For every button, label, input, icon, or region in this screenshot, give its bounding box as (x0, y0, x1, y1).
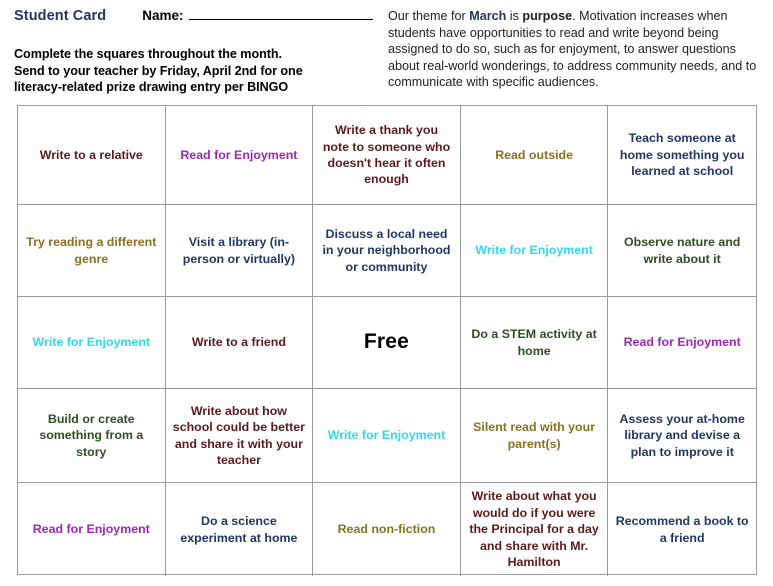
page-title: Student Card (14, 8, 107, 24)
instructions-line-1: Complete the squares throughout the mont… (14, 47, 282, 61)
bingo-cell[interactable]: Write for Enjoyment (313, 389, 461, 483)
theme-text-part-2: is (506, 9, 523, 23)
card-header: Student Card Name: Complete the squares … (0, 0, 773, 100)
bingo-cell-label: Write a thank you note to someone who do… (322, 123, 451, 187)
bingo-cell[interactable]: Read non-fiction (313, 483, 461, 576)
bingo-cell[interactable]: Do a science experiment at home (166, 483, 314, 576)
bingo-cell-label: Read for Enjoyment (180, 147, 298, 162)
bingo-cell-label: Observe nature and write about it (624, 235, 741, 266)
bingo-cell[interactable]: Read for Enjoyment (608, 297, 756, 389)
bingo-cell-label: Write to a friend (191, 335, 286, 350)
bingo-cell-label: Do a science experiment at home (180, 514, 298, 545)
bingo-cell[interactable]: Write about how school could be better a… (165, 389, 314, 483)
theme-text-part-3: . Motivation increases when students hav… (388, 9, 757, 90)
bingo-cell-label: Write for Enjoyment (32, 335, 151, 350)
bingo-cell[interactable]: Write a thank you note to someone who do… (313, 106, 461, 205)
instructions-text: Complete the squares throughout the mont… (14, 46, 382, 96)
bingo-cell-label: Write for Enjoyment (327, 428, 446, 443)
bingo-cell[interactable]: Read for Enjoyment (165, 106, 314, 205)
bingo-cell-label: Write to a relative (39, 147, 143, 162)
bingo-cell[interactable]: Write to a relative (18, 106, 166, 205)
bingo-cell[interactable]: Write to a friend (165, 297, 314, 389)
bingo-cell-label: Read for Enjoyment (623, 335, 741, 350)
bingo-cell[interactable]: Read outside (460, 106, 609, 205)
bingo-cell-label: Read outside (495, 147, 573, 162)
header-left-block: Student Card Name: Complete the squares … (14, 6, 382, 96)
theme-text-part-1: Our theme for (388, 9, 470, 23)
bingo-cell-label: Read for Enjoyment (32, 522, 150, 537)
bingo-cell[interactable]: Build or create something from a story (18, 389, 166, 483)
bingo-cell[interactable]: Try reading a different genre (18, 205, 166, 297)
theme-month: March (469, 9, 507, 23)
theme-word: purpose (522, 9, 573, 23)
bingo-cell-label: Try reading a different genre (26, 235, 157, 266)
bingo-grid: Write to a relative Read for Enjoyment Wri… (17, 105, 757, 576)
instructions-line-3: literacy-related prize drawing entry per… (14, 80, 289, 95)
instructions-line-2: Send to your teacher by Friday, April 2n… (14, 63, 303, 78)
bingo-cell-label: Write about how school could be better a… (172, 403, 305, 467)
bingo-cell[interactable]: Silent read with your parent(s) (460, 389, 609, 483)
theme-description: Our theme for March is purpose. Motivati… (388, 8, 762, 91)
bingo-cell[interactable]: Teach someone at home something you lear… (608, 106, 756, 205)
bingo-cell[interactable]: Do a STEM activity at home (460, 297, 609, 389)
name-field-group: Name: (142, 6, 373, 23)
bingo-cell-label: Silent read with your parent(s) (473, 420, 596, 451)
bingo-cell-label: Teach someone at home something you lear… (619, 131, 745, 179)
bingo-cell[interactable]: Discuss a local need in your neighborhoo… (313, 205, 461, 297)
bingo-cell-label: Do a STEM activity at home (471, 327, 597, 358)
bingo-cell[interactable]: Observe nature and write about it (608, 205, 756, 297)
bingo-cell[interactable]: Visit a library (in-person or virtually) (165, 205, 314, 297)
bingo-cell[interactable]: Read for Enjoyment (18, 483, 166, 576)
bingo-cell[interactable]: Recommend a book to a friend (608, 483, 756, 576)
bingo-cell[interactable]: Write for Enjoyment (18, 297, 166, 389)
bingo-cell-label: Free (363, 330, 410, 354)
bingo-cell-label: Assess your at-home library and devise a… (619, 411, 745, 459)
bingo-cell[interactable]: Write about what you would do if you wer… (461, 483, 609, 576)
name-label: Name: (142, 8, 184, 23)
bingo-cell[interactable]: Assess your at-home library and devise a… (608, 389, 756, 483)
bingo-cell[interactable]: Free (313, 297, 461, 389)
bingo-cell-label: Write for Enjoyment (475, 243, 593, 258)
bingo-cell-label: Write about what you would do if you wer… (469, 489, 599, 570)
bingo-cell-label: Recommend a book to a friend (615, 514, 749, 545)
title-row: Student Card Name: (14, 6, 382, 28)
bingo-cell-label: Visit a library (in-person or virtually) (182, 235, 295, 266)
bingo-cell-label: Build or create something from a story (39, 411, 144, 459)
bingo-cell-label: Discuss a local need in your neighborhoo… (322, 226, 451, 274)
name-input[interactable] (188, 6, 373, 20)
bingo-cell-label: Read non-fiction (337, 522, 436, 537)
bingo-cell[interactable]: Write for Enjoyment (460, 205, 609, 297)
